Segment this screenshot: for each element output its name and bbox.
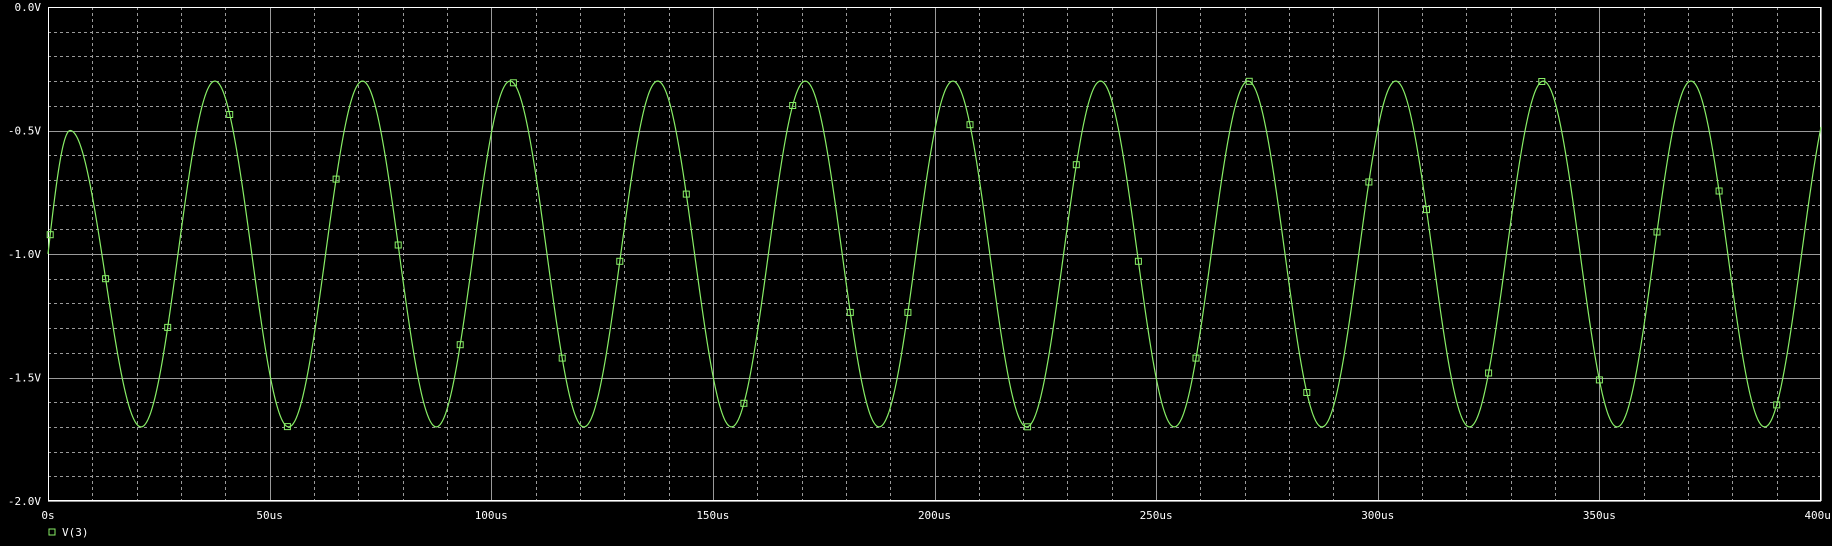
- series-marker: [509, 79, 517, 87]
- series-marker: [682, 190, 690, 198]
- series-marker: [846, 308, 854, 316]
- x-tick-label: 250us: [1140, 509, 1173, 522]
- legend: V(3): [48, 526, 89, 539]
- x-tick-label: 200us: [918, 509, 951, 522]
- series-marker: [740, 399, 748, 407]
- legend-swatch-v3: [48, 528, 56, 536]
- series-marker: [789, 102, 797, 109]
- x-tick-label: 50us: [256, 509, 283, 522]
- x-tick-label: 0s: [41, 509, 54, 522]
- x-tick-label: 400us: [1804, 509, 1832, 522]
- series-marker: [1715, 187, 1723, 195]
- x-tick-label: 100us: [475, 509, 508, 522]
- series-marker: [164, 323, 172, 331]
- x-tick-label: 150us: [696, 509, 729, 522]
- series-marker: [1485, 369, 1493, 377]
- series-marker: [966, 121, 974, 129]
- series-marker: [1773, 401, 1781, 409]
- x-tick-label: 350us: [1583, 509, 1616, 522]
- x-axis-tick-labels: 0s 50us 100us 150us 200us 250us 300us 350us 400u…: [41, 509, 1832, 522]
- series-marker: [616, 257, 624, 265]
- series-marker: [904, 308, 912, 316]
- x-tick-label: 300us: [1361, 509, 1394, 522]
- series-marker: [394, 241, 402, 249]
- y-axis-tick-labels: 0.0V -0.5V -1.0V -1.5V -2.0V: [8, 1, 41, 508]
- series-marker: [1303, 389, 1311, 396]
- series-marker: [456, 341, 464, 349]
- series-marker: [102, 275, 110, 283]
- series-marker: [1423, 206, 1430, 214]
- series-marker: [332, 175, 340, 183]
- y-tick-label: -1.0V: [8, 248, 41, 261]
- y-tick-label: -1.5V: [8, 372, 41, 385]
- series-marker: [1653, 228, 1661, 236]
- y-tick-label: 0.0V: [15, 1, 42, 14]
- series-marker: [46, 231, 54, 239]
- series-marker: [1192, 354, 1200, 362]
- y-tick-label: -2.0V: [8, 495, 41, 508]
- series-marker: [1134, 257, 1142, 265]
- series-marker: [283, 423, 291, 431]
- legend-label-v3: V(3): [62, 526, 89, 539]
- series-marker: [1072, 161, 1080, 169]
- series-marker: [1595, 376, 1603, 384]
- series-marker: [1365, 178, 1373, 186]
- series-line-v3: [47, 80, 1822, 428]
- series-marker: [1024, 423, 1032, 431]
- series-marker: [558, 354, 566, 362]
- series-markers-v3: [46, 77, 1781, 431]
- series-marker: [1538, 78, 1546, 85]
- series-marker: [1245, 77, 1253, 85]
- series-marker: [226, 111, 234, 118]
- y-tick-label: -0.5V: [8, 125, 41, 138]
